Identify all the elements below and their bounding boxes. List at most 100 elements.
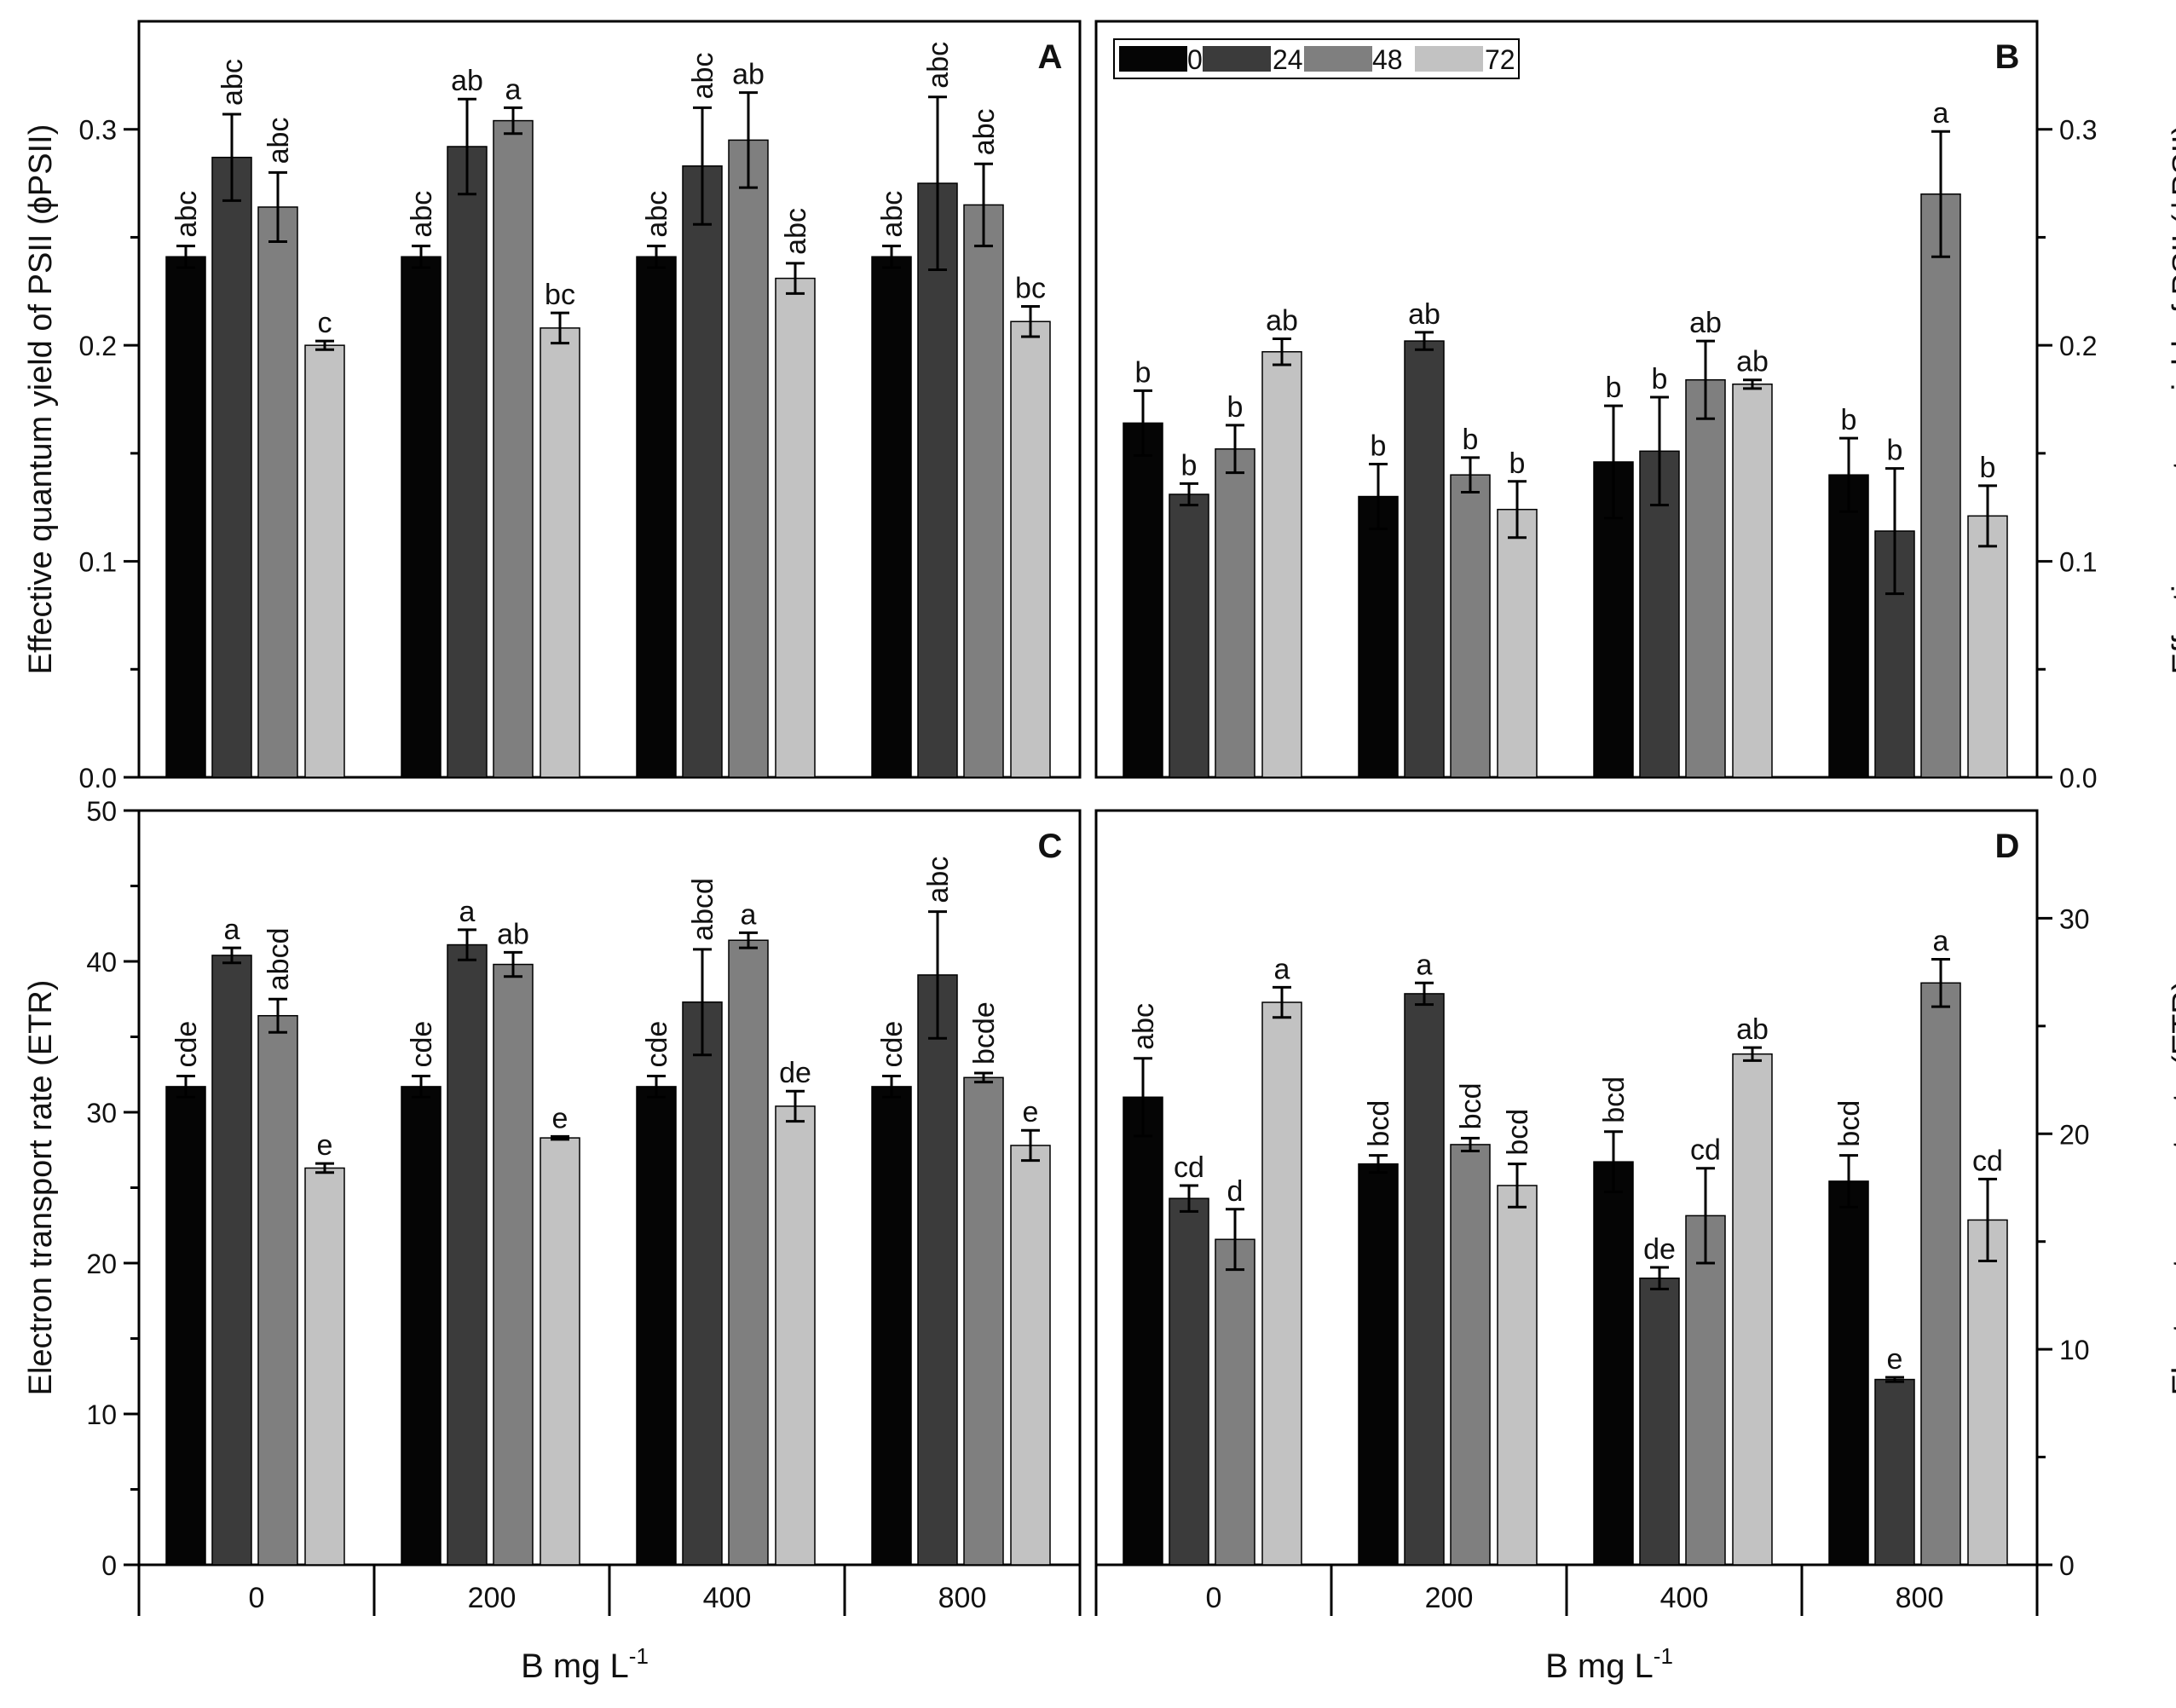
panel-c-ytick-label-1: 10 xyxy=(86,1399,117,1430)
panel-d-category-label-1: 200 xyxy=(1425,1582,1474,1614)
panel-a-bar-48-1 xyxy=(493,119,534,778)
x-axis-title-right: B mg L-1 xyxy=(1545,1643,1673,1685)
panel-c-bar-72-0 xyxy=(304,1167,345,1566)
panel-c-category-label-1: 200 xyxy=(468,1582,517,1614)
panel-c-bar-48-2 xyxy=(728,939,769,1566)
panel-b-bar-24-1 xyxy=(1404,340,1445,778)
panel-b-sig-label-72-2: ab xyxy=(1736,346,1769,378)
panel-c-sig-label-72-2: de xyxy=(779,1057,811,1089)
panel-c-sig-label-0-0: cde xyxy=(170,1021,203,1068)
panel-a-sig-label-72-1: bc xyxy=(545,279,575,311)
legend-label-72: 72 xyxy=(1485,44,1515,75)
panel-a-sig-label-0-3: abc xyxy=(876,191,909,238)
panel-c-ylabel: Electron transport rate (ETR) xyxy=(23,980,59,1396)
panel-c: C 0 10 20 30 40 50 Electron transport rate (ETR… xyxy=(23,796,1082,1616)
panel-d-sig-label-0-3: bcd xyxy=(1833,1100,1866,1147)
panel-d-sig-label-0-2: bcd xyxy=(1598,1076,1631,1123)
panel-d-bar-0-0 xyxy=(1123,1096,1163,1566)
panel-d-bar-48-3 xyxy=(1920,982,1961,1566)
panel-a-sig-label-72-2: abc xyxy=(780,208,812,255)
legend-label-24: 24 xyxy=(1273,44,1303,75)
panel-a-sig-label-0-1: abc xyxy=(406,191,438,238)
panel-c-sig-label-72-1: e xyxy=(552,1102,569,1134)
panel-b-sig-label-24-0: b xyxy=(1181,449,1198,482)
x-axis-title-left: B mg L-1 xyxy=(521,1643,649,1685)
panel-b-sig-label-48-0: b xyxy=(1227,391,1244,424)
panel-c-sig-label-48-1: ab xyxy=(497,918,529,950)
panel-d-category-label-2: 400 xyxy=(1660,1582,1709,1614)
panel-d-sig-label-24-0: cd xyxy=(1174,1151,1204,1184)
panel-d-sig-label-72-0: a xyxy=(1274,953,1290,985)
panel-d-sig-label-0-1: bcd xyxy=(1363,1100,1395,1147)
panel-c-sig-label-24-0: a xyxy=(224,914,240,946)
panel-c-sig-label-48-3: bcde xyxy=(968,1001,1001,1065)
panel-b-bar-48-0 xyxy=(1215,448,1255,778)
x-axis-title-left-text: B mg L-1 xyxy=(521,1643,649,1685)
panel-a-sig-label-72-3: bc xyxy=(1015,273,1046,305)
x-axis-title-left-main: B mg L xyxy=(521,1647,629,1685)
legend: 0 24 48 72 xyxy=(1113,38,1520,79)
panel-d-sig-label-24-2: de xyxy=(1643,1233,1676,1266)
panel-b-bar-0-3 xyxy=(1828,474,1869,778)
panel-c-bar-24-0 xyxy=(211,955,252,1566)
panel-b-bar-72-0 xyxy=(1261,350,1302,778)
panel-a-frame xyxy=(137,20,1082,779)
panel-b-sig-label-0-2: b xyxy=(1606,372,1622,404)
panel-d-sig-label-72-3: cd xyxy=(1972,1145,2003,1177)
panel-b-ylabel: Effective quantum yield of PSII (ϕPSII) xyxy=(2167,124,2176,675)
panel-c-ytick-label-2: 20 xyxy=(86,1249,117,1279)
panel-c-bar-72-1 xyxy=(540,1137,580,1566)
legend-label-48: 48 xyxy=(1372,44,1403,75)
panel-d-bar-24-3 xyxy=(1874,1378,1915,1566)
panel-a-letter: A xyxy=(1038,38,1063,76)
panel-b: B 0.0 0.1 0.2 0.3 Effective quantum yield of … xyxy=(1094,20,2176,793)
x-axis-title-right-text: B mg L-1 xyxy=(1545,1643,1673,1685)
panel-a-bar-72-1 xyxy=(540,327,580,778)
panel-b-bar-48-1 xyxy=(1450,474,1491,778)
panel-a-bar-24-1 xyxy=(447,146,488,778)
panel-b-letter: B xyxy=(1995,38,2020,76)
panel-d-category-label-3: 800 xyxy=(1896,1582,1944,1614)
panel-d-ytick-label-2: 20 xyxy=(2059,1119,2090,1150)
panel-a-sig-label-48-1: a xyxy=(505,73,522,106)
panel-d-sig-label-0-0: abc xyxy=(1128,1003,1160,1050)
x-axis-title-right-sup: -1 xyxy=(1654,1643,1673,1669)
panel-b-bar-72-3 xyxy=(1967,515,2008,778)
panel-d-bar-72-2 xyxy=(1732,1053,1773,1566)
panel-c-bar-72-3 xyxy=(1010,1145,1051,1566)
panel-c-sig-label-0-2: cde xyxy=(641,1021,673,1068)
legend-swatch-48 xyxy=(1304,46,1372,72)
panel-a-sig-label-24-3: abc xyxy=(922,42,955,89)
panel-a-sig-label-48-3: abc xyxy=(968,108,1001,155)
panel-b-sig-label-0-3: b xyxy=(1841,404,1857,436)
panel-c-sig-label-48-2: a xyxy=(741,898,757,931)
panel-d-category-label-0: 0 xyxy=(1206,1582,1222,1614)
panel-b-bar-0-0 xyxy=(1123,422,1163,778)
panel-a-sig-label-0-2: abc xyxy=(641,191,673,238)
panel-b-sig-label-48-3: a xyxy=(1933,97,1949,130)
panel-c-bar-24-2 xyxy=(682,1001,723,1566)
panel-d-ytick-label-1: 10 xyxy=(2059,1335,2090,1365)
panel-d-sig-label-72-1: bcd xyxy=(1502,1109,1534,1156)
legend-swatch-24 xyxy=(1203,46,1271,72)
panel-a-bar-72-2 xyxy=(775,277,816,778)
panel-a-sig-label-24-2: abc xyxy=(687,53,719,100)
legend-swatch-72 xyxy=(1415,46,1483,72)
panel-b-bar-72-2 xyxy=(1732,384,1773,778)
panel-a-bar-24-0 xyxy=(211,156,252,778)
panel-b-sig-label-72-1: b xyxy=(1509,447,1526,480)
panel-d-ylabel: Electron transport rate (ETR) xyxy=(2167,980,2176,1396)
panel-d-bar-72-1 xyxy=(1497,1185,1538,1566)
panel-d-bar-0-2 xyxy=(1593,1161,1634,1566)
x-axis-title-left-sup: -1 xyxy=(629,1643,649,1669)
x-axis-title-right-main: B mg L xyxy=(1545,1647,1654,1685)
panel-c-bar-24-3 xyxy=(917,974,958,1566)
panel-d-letter: D xyxy=(1995,828,2020,865)
legend-label-0: 0 xyxy=(1187,44,1203,75)
panel-a-ytick-label-0: 0.0 xyxy=(79,763,117,793)
panel-a-ytick-label-2: 0.2 xyxy=(79,331,117,361)
panel-d-sig-label-24-3: e xyxy=(1887,1343,1903,1376)
panel-d-sig-label-48-0: d xyxy=(1227,1175,1244,1208)
panel-c-bar-0-2 xyxy=(636,1086,677,1566)
